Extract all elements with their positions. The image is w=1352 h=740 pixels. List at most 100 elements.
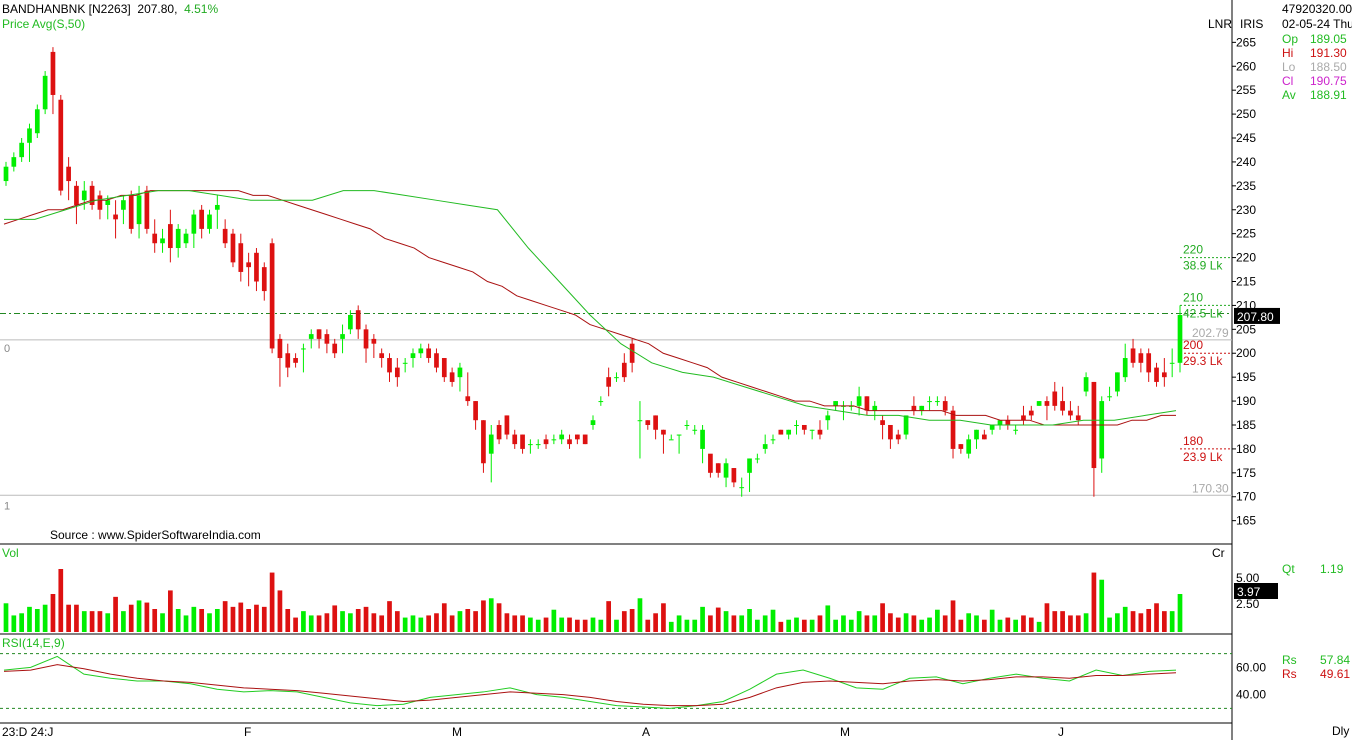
candle (1161, 372, 1167, 378)
candle (1099, 401, 1105, 459)
volume-bar (1021, 615, 1026, 632)
candle (152, 233, 158, 244)
candle (1130, 348, 1136, 363)
volume-bar (668, 621, 674, 632)
y-tick-label: 205 (1236, 322, 1256, 336)
volume-bar (801, 619, 807, 632)
candle (997, 420, 1003, 425)
volume-tick: 2.50 (1236, 597, 1260, 611)
volume-bar (684, 619, 690, 632)
volume-bar (128, 604, 134, 632)
candle (175, 228, 181, 249)
candle (379, 353, 385, 359)
candle (535, 444, 541, 446)
volume-bar (700, 606, 705, 632)
volume-bar (1013, 619, 1018, 632)
x-axis-label: M (840, 725, 850, 739)
candle (387, 358, 392, 373)
volume-bar (989, 609, 995, 632)
period-label[interactable]: Dly (1332, 724, 1350, 738)
volume-bar (770, 609, 776, 632)
candle (371, 338, 377, 344)
candle (293, 358, 298, 363)
volume-bar (1005, 617, 1011, 632)
volume-bar (1044, 603, 1050, 632)
y-tick-label: 195 (1236, 370, 1256, 384)
candle (856, 396, 862, 406)
candle (1036, 401, 1042, 406)
volume-bar (105, 613, 111, 632)
candle (496, 424, 502, 440)
volume-bar (1161, 611, 1167, 632)
volume-bar (58, 569, 64, 632)
candle (301, 348, 306, 350)
candle (770, 439, 776, 441)
candle (214, 204, 220, 210)
lnr-label[interactable]: LNR (1208, 17, 1233, 31)
candle (864, 396, 870, 411)
volume-bar (504, 613, 510, 632)
volume-bar (113, 596, 118, 632)
candle (340, 334, 345, 339)
volume-bar (457, 611, 463, 632)
volume-bar (841, 615, 846, 632)
volume-bar (50, 594, 56, 632)
candle (191, 214, 197, 234)
volume-bar (308, 615, 314, 632)
candle (621, 362, 627, 378)
candle (285, 353, 291, 368)
volume-bar (1115, 613, 1120, 632)
overlay-label: Price Avg(S,50) (2, 17, 86, 31)
volume-bar (614, 619, 619, 632)
candle (1068, 410, 1073, 416)
candle (520, 434, 525, 449)
candle (19, 142, 25, 158)
candle (199, 209, 205, 229)
rsi-value-2: Rs 49.61 (1282, 667, 1351, 681)
volume-bar (1036, 621, 1042, 632)
y-tick-label: 190 (1236, 394, 1256, 408)
rsi-tick: 60.00 (1236, 660, 1266, 674)
volume-bar (1122, 606, 1128, 632)
candle (363, 329, 369, 349)
volume-bar (927, 617, 932, 632)
volume-bar (27, 606, 32, 632)
volume-bar (214, 609, 220, 632)
y-tick-label: 180 (1236, 442, 1256, 456)
candle (74, 185, 79, 205)
iris-label[interactable]: IRIS (1240, 17, 1264, 31)
y-tick-label: 170 (1236, 490, 1256, 504)
y-tick-label: 240 (1236, 155, 1256, 169)
volume-bar (574, 619, 580, 632)
volume-bar (481, 600, 486, 632)
candle (183, 233, 189, 244)
volume-bar (3, 603, 9, 632)
y-tick-label: 260 (1236, 59, 1256, 73)
candle (168, 224, 173, 249)
candle (504, 415, 510, 435)
candle (606, 377, 612, 387)
price-marker-box (1234, 307, 1280, 324)
volume-bar (496, 603, 502, 632)
candle (42, 75, 48, 110)
rsi-title: RSI(14,E,9) (2, 636, 65, 650)
y-tick-label: 215 (1236, 275, 1256, 289)
volume-bar (512, 615, 518, 632)
candle (723, 463, 729, 478)
candle (355, 310, 361, 330)
sma-line (3, 190, 1176, 426)
candle (136, 195, 142, 225)
volume-bar (935, 609, 940, 632)
volume-bar (1154, 603, 1159, 632)
candle (528, 444, 533, 446)
volume-bar (762, 615, 768, 632)
info-volume: 47920320.00 (1282, 2, 1352, 16)
y-tick-label: 200 (1236, 346, 1256, 360)
candle (567, 439, 572, 445)
volume-bar (379, 615, 385, 632)
target-volume: 42.5 Lk (1183, 306, 1223, 320)
volume-bar (692, 619, 698, 632)
volume-bar (285, 609, 291, 632)
volume-bar (582, 619, 588, 632)
